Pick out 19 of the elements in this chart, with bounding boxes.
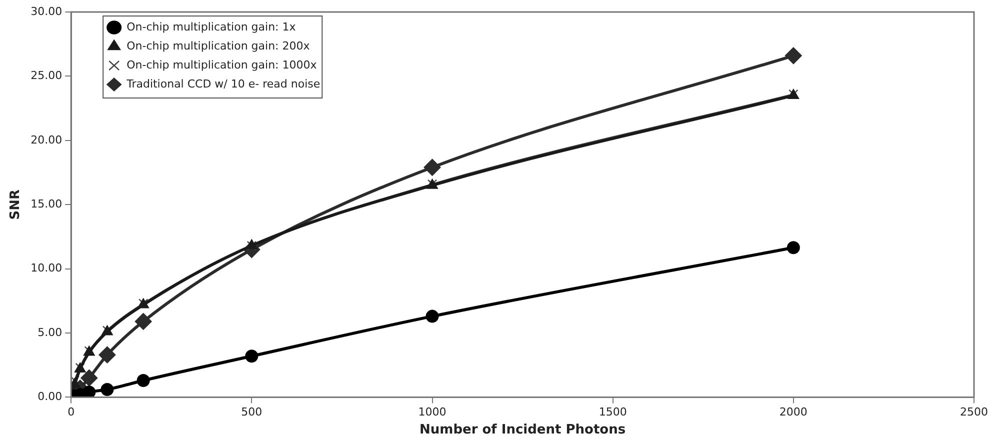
y-axis-title: SNR: [8, 189, 24, 220]
x-tick-label: 2000: [779, 406, 808, 419]
x-tick-label: 2500: [960, 406, 988, 419]
legend-label: On-chip multiplication gain: 200x: [126, 39, 310, 52]
y-tick-label: 10.00: [30, 262, 62, 275]
y-tick-label: 15.00: [30, 197, 62, 210]
y-tick-label: 20.00: [30, 133, 62, 146]
legend-label: On-chip multiplication gain: 1x: [126, 20, 296, 34]
legend-label: Traditional CCD w/ 10 e- read noise: [126, 77, 320, 90]
y-tick-label: 5.00: [38, 326, 62, 339]
x-axis-title: Number of Incident Photons: [420, 422, 626, 438]
legend-label: On-chip multiplication gain: 1000x: [126, 58, 318, 72]
x-tick-label: 1000: [418, 406, 446, 419]
y-tick-label: 30.00: [30, 4, 62, 18]
y-tick-label: 0.00: [38, 390, 62, 404]
x-tick-label: 1500: [598, 406, 627, 419]
x-tick-label: 500: [241, 406, 262, 419]
x-tick-label: 0: [68, 406, 75, 419]
y-tick-label: 25.00: [30, 69, 62, 82]
